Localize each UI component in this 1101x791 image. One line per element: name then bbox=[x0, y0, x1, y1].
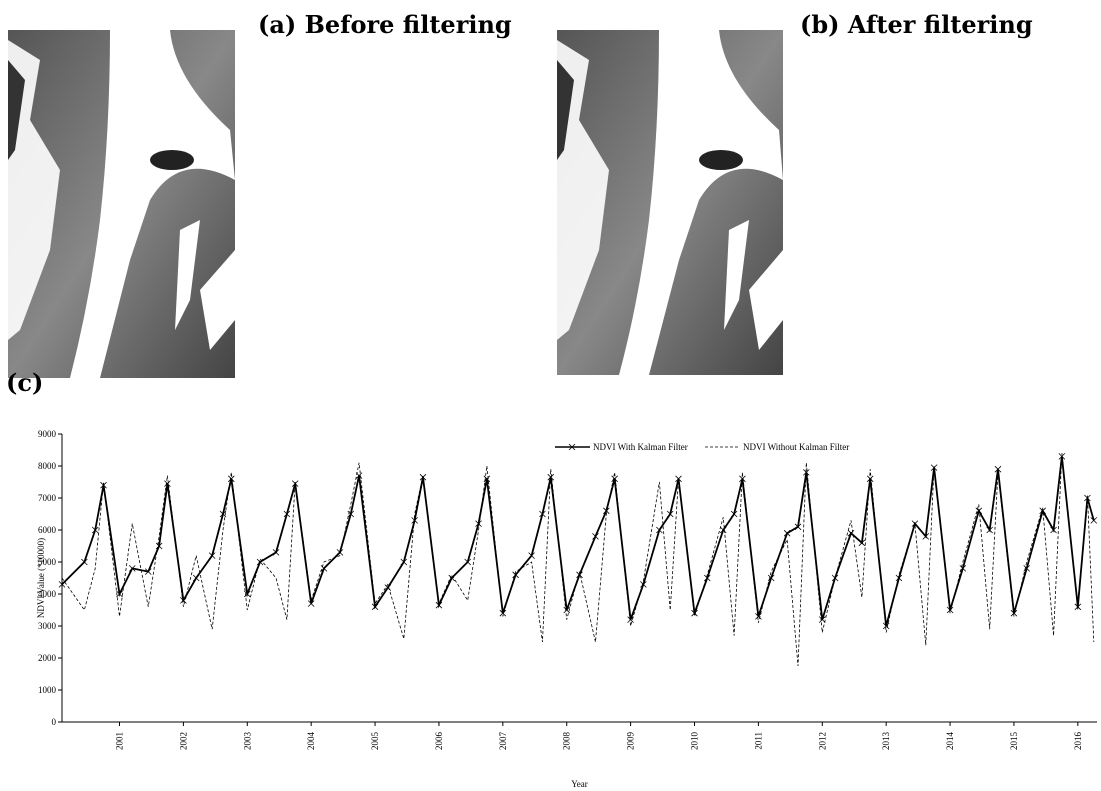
series-marker bbox=[911, 520, 919, 527]
x-tick-label: 2003 bbox=[242, 732, 252, 751]
series-marker bbox=[858, 539, 866, 547]
y-tick-label: 3000 bbox=[38, 621, 57, 631]
series-marker bbox=[435, 601, 443, 609]
series-marker bbox=[656, 526, 663, 534]
series-marker bbox=[464, 558, 471, 566]
series-marker bbox=[164, 480, 171, 487]
y-tick-label: 4000 bbox=[38, 589, 57, 599]
x-axis-label: Year bbox=[571, 779, 588, 789]
y-tick-label: 0 bbox=[52, 717, 57, 727]
image-before bbox=[8, 30, 235, 378]
series-marker bbox=[208, 552, 216, 559]
y-tick-label: 1000 bbox=[38, 685, 57, 695]
series-marker bbox=[384, 584, 392, 591]
series-marker bbox=[219, 510, 227, 518]
series-marker bbox=[336, 549, 344, 556]
image-after bbox=[557, 30, 783, 375]
series-marker bbox=[603, 507, 610, 515]
panel-label: (a) Before filtering bbox=[258, 10, 512, 39]
series-marker bbox=[320, 565, 328, 572]
legend-label: NDVI Without Kalman Filter bbox=[743, 442, 849, 452]
x-tick-label: 2004 bbox=[306, 732, 316, 751]
series-marker bbox=[922, 533, 930, 540]
series-marker bbox=[307, 600, 315, 607]
series-marker bbox=[719, 526, 727, 534]
series-marker bbox=[1039, 507, 1046, 515]
series-marker bbox=[400, 558, 408, 566]
y-tick-label: 8000 bbox=[38, 461, 57, 471]
x-tick-label: 2002 bbox=[178, 732, 188, 750]
series-marker bbox=[1010, 609, 1018, 617]
y-tick-label: 5000 bbox=[38, 557, 57, 567]
series-marker bbox=[946, 606, 954, 614]
x-tick-label: 2005 bbox=[370, 732, 380, 751]
series-marker bbox=[512, 571, 519, 579]
series-marker bbox=[783, 529, 791, 537]
series-marker bbox=[1050, 526, 1057, 534]
series-marker bbox=[144, 568, 152, 575]
y-tick-label: 2000 bbox=[38, 653, 57, 663]
y-tick-label: 6000 bbox=[38, 525, 57, 535]
chart: 0 1000 2000 3000 4000 5000 6000 7000 8000 9000 200… bbox=[36, 429, 1098, 789]
series-marker bbox=[411, 517, 418, 524]
series-marker bbox=[986, 526, 993, 534]
series-marker bbox=[640, 581, 647, 588]
series-marker bbox=[91, 526, 99, 534]
series-marker bbox=[739, 475, 746, 483]
x-tick-label: 2010 bbox=[690, 732, 700, 751]
legend-label: NDVI With Kalman Filter bbox=[593, 442, 688, 452]
series-marker bbox=[475, 520, 482, 527]
x-tick-label: 2015 bbox=[1009, 732, 1019, 751]
y-axis-label: NDVI Value (*10000) bbox=[36, 538, 46, 618]
series-marker bbox=[666, 510, 674, 518]
series-marker bbox=[448, 574, 456, 582]
legend-marker bbox=[568, 443, 576, 451]
x-tick-label: 2006 bbox=[434, 732, 444, 751]
series-line bbox=[61, 453, 1095, 667]
series-marker bbox=[994, 465, 1002, 473]
x-tick-label: 2012 bbox=[817, 732, 827, 750]
x-tick-label: 2016 bbox=[1073, 732, 1083, 751]
x-tick-label: 2013 bbox=[881, 732, 891, 751]
series-marker bbox=[58, 581, 66, 588]
series-marker bbox=[283, 510, 291, 518]
series-marker bbox=[576, 571, 583, 579]
x-tick-label: 2009 bbox=[626, 732, 636, 751]
panel-label: (b) After filtering bbox=[800, 10, 1033, 39]
series-marker bbox=[866, 475, 874, 483]
series-marker bbox=[371, 603, 379, 611]
y-tick-label: 9000 bbox=[38, 429, 57, 439]
series-marker bbox=[818, 616, 826, 623]
x-tick-label: 2001 bbox=[115, 732, 125, 750]
x-tick-label: 2007 bbox=[498, 732, 508, 751]
series-marker bbox=[539, 510, 546, 518]
x-tick-label: 2008 bbox=[562, 732, 572, 751]
series-marker bbox=[730, 510, 738, 518]
series-marker bbox=[192, 574, 200, 582]
series-marker bbox=[895, 574, 903, 582]
series-marker bbox=[755, 613, 762, 620]
series-marker bbox=[794, 523, 802, 531]
series-marker bbox=[563, 606, 571, 614]
series-marker bbox=[128, 565, 136, 572]
series-marker bbox=[228, 475, 235, 483]
series-marker bbox=[528, 552, 535, 559]
series-marker bbox=[1023, 565, 1031, 572]
y-tick-label: 7000 bbox=[38, 493, 57, 503]
series-marker bbox=[1090, 517, 1098, 524]
series-marker bbox=[483, 475, 491, 483]
series-marker bbox=[256, 558, 264, 566]
x-tick-label: 2014 bbox=[945, 732, 955, 751]
series-marker bbox=[882, 622, 890, 630]
series-marker bbox=[272, 549, 280, 556]
panel-label: (c) bbox=[6, 368, 44, 397]
series-marker bbox=[81, 558, 88, 566]
series-line bbox=[61, 456, 1095, 627]
x-tick-label: 2011 bbox=[753, 732, 763, 750]
series-marker bbox=[592, 533, 599, 540]
series-marker bbox=[116, 590, 123, 598]
